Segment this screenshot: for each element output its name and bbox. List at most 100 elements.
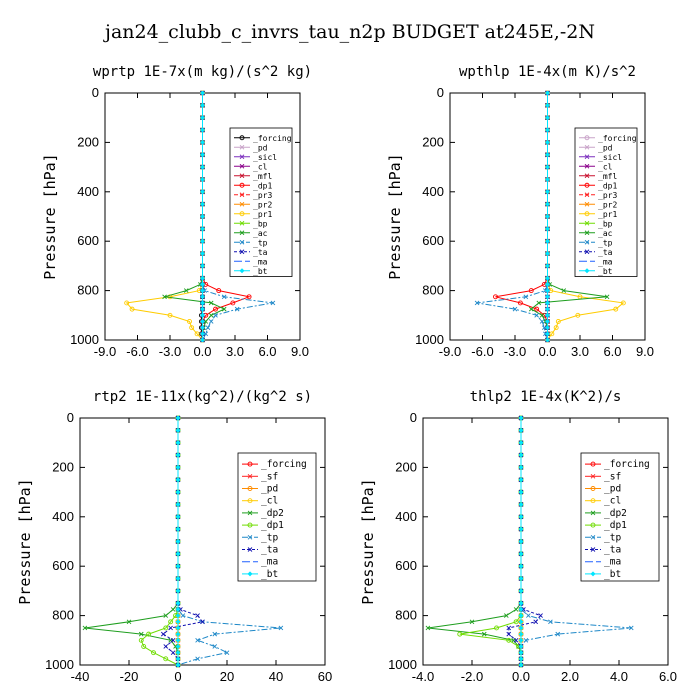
data-point [538,613,543,618]
legend-marker [239,220,245,226]
data-point [469,619,475,625]
data-point [534,312,539,318]
data-point [234,306,240,312]
data-point [545,337,550,343]
legend-entry: _pd [579,143,613,152]
x-tick-label: -3.0 [159,344,181,359]
data-point [533,619,539,625]
legend-entry: _cl [242,496,278,507]
y-tick-label: 400 [395,509,417,524]
data-point [230,300,236,306]
y-tick-label: 800 [422,283,444,298]
series-dp1 [457,415,524,668]
y-tick-label: 0 [437,85,444,100]
legend: _forcing_pd_sicl_cl_mfl_dp1_pr3_pr2_pr1_… [574,127,638,277]
legend-marker [239,211,245,217]
legend-entry: _tp [234,238,268,247]
data-point [278,625,284,631]
legend-entry: _bt [579,267,613,276]
legend-label: _pd [261,484,278,495]
x-tick-label: -2.0 [461,669,483,684]
data-point [212,631,218,637]
legend-marker [239,173,245,179]
data-point [545,164,550,170]
data-point [175,625,181,631]
legend-marker [584,249,590,255]
legend-label: _pr1 [253,210,272,219]
data-point [200,90,205,96]
legend-label: _forcing [604,459,650,470]
data-point [518,643,524,649]
data-point [200,331,205,337]
legend-label: _forcing [253,134,292,143]
x-tick-label: -40 [71,669,90,684]
legend-marker [590,486,596,491]
legend-label: _dp1 [253,181,272,190]
x-tick-label: -6.0 [471,344,493,359]
series-dp2 [82,415,181,668]
legend-label: _pr1 [598,210,617,219]
legend-marker [239,201,245,207]
series-dp1 [138,415,181,668]
data-point [163,613,169,618]
data-point [200,294,205,300]
data-point [200,201,205,207]
data-point [518,625,524,631]
legend-label: _forcing [598,134,637,143]
data-point [518,464,524,470]
data-point [170,650,176,655]
legend-label: _pr3 [253,191,272,200]
y-tick-label: 400 [52,509,74,524]
legend-label: _pr2 [253,200,272,209]
data-point [138,631,144,637]
series-bt [518,415,524,668]
data-point [523,294,529,300]
panel-4: thlp2 1E-4x(K^2)/s Pressure [hPa] -4.0 -2.0… [359,389,677,684]
x-tick-label: 3.0 [571,344,589,359]
legend-label: _pd [253,143,268,152]
legend-marker [584,163,590,169]
legend-entry: _forcing [579,134,637,143]
series-line [140,418,179,666]
legend-entry: _bt [234,267,268,276]
legend-marker [584,239,590,245]
data-point [526,613,531,618]
legend-label: _cl [598,162,613,171]
data-point [513,607,519,612]
legend-entry: _ma [579,257,613,266]
data-point [534,306,540,312]
data-point [545,294,550,300]
legend-label: _ta [261,545,278,556]
legend-marker [239,230,245,236]
legend-entry: _ma [242,557,278,568]
legend-label: _ta [604,545,621,556]
panel-title: wpthlp 1E-4x(m K)/s^2 [459,64,636,80]
series-line [164,93,226,340]
x-tick-label: 40 [269,669,283,684]
data-point [474,300,480,306]
legend-marker [584,154,590,160]
data-point [620,300,626,306]
legend-marker [239,182,245,188]
data-point [168,625,173,631]
data-point [175,514,181,520]
legend-entry: _cl [234,162,268,171]
legend-label: _bt [598,267,613,276]
data-point [175,440,181,446]
panel-title: thlp2 1E-4x(K^2)/s [470,389,622,405]
data-point [545,226,550,232]
legend-marker [247,571,253,577]
legend-entry: _mfl [234,172,272,181]
data-point [575,312,581,318]
data-point [545,325,550,331]
legend-label: _tp [253,238,268,247]
legend-entry: _forcing [585,459,650,470]
legend-marker [247,547,253,552]
data-point [189,325,195,331]
legend-label: _bt [604,569,621,580]
x-tick-label: -9.0 [94,344,116,359]
data-point [175,588,181,594]
legend-label: _ma [604,557,621,568]
data-point [205,325,211,330]
